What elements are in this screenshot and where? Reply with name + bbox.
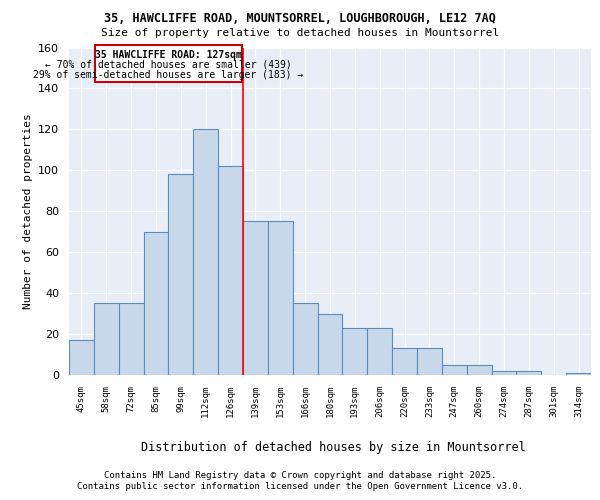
Bar [343, 328, 367, 375]
Y-axis label: Number of detached properties: Number of detached properties [23, 114, 32, 309]
Text: Contains public sector information licensed under the Open Government Licence v3: Contains public sector information licen… [77, 482, 523, 491]
Text: 35, HAWCLIFFE ROAD, MOUNTSORREL, LOUGHBOROUGH, LE12 7AQ: 35, HAWCLIFFE ROAD, MOUNTSORREL, LOUGHBO… [104, 12, 496, 26]
Bar [491, 371, 517, 375]
Bar [143, 232, 169, 375]
Bar [243, 222, 268, 375]
Text: Distribution of detached houses by size in Mountsorrel: Distribution of detached houses by size … [140, 441, 526, 454]
Bar [293, 304, 317, 375]
Bar [119, 304, 143, 375]
Text: 29% of semi-detached houses are larger (183) →: 29% of semi-detached houses are larger (… [34, 70, 304, 80]
Bar [69, 340, 94, 375]
Bar [94, 304, 119, 375]
Bar [218, 166, 243, 375]
Bar [566, 373, 591, 375]
Bar [467, 365, 491, 375]
Bar [193, 130, 218, 375]
Bar [392, 348, 417, 375]
Text: Size of property relative to detached houses in Mountsorrel: Size of property relative to detached ho… [101, 28, 499, 38]
Bar [317, 314, 343, 375]
Bar [442, 365, 467, 375]
Text: 35 HAWCLIFFE ROAD: 127sqm: 35 HAWCLIFFE ROAD: 127sqm [95, 50, 242, 59]
Text: ← 70% of detached houses are smaller (439): ← 70% of detached houses are smaller (43… [45, 60, 292, 70]
Bar [268, 222, 293, 375]
Bar [517, 371, 541, 375]
Bar [417, 348, 442, 375]
Bar [169, 174, 193, 375]
Text: Contains HM Land Registry data © Crown copyright and database right 2025.: Contains HM Land Registry data © Crown c… [104, 471, 496, 480]
Bar [367, 328, 392, 375]
Bar [95, 46, 242, 82]
